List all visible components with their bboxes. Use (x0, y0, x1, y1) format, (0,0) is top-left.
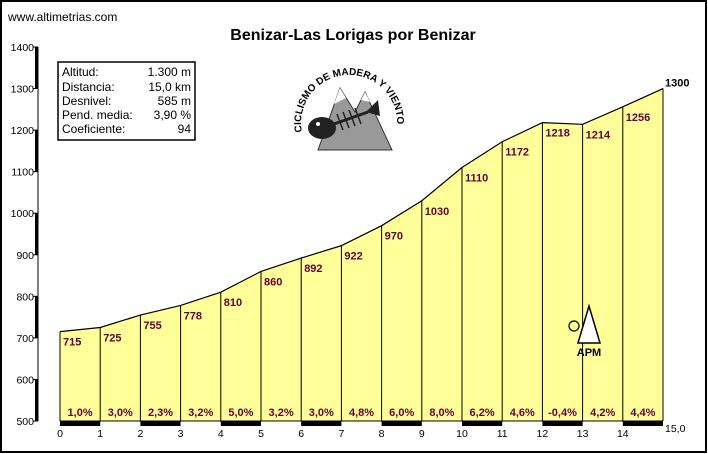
stats-box: Altitud: 1.300 m Distancia: 15,0 km Desn… (57, 61, 196, 141)
x-tick-label: 4 (218, 428, 224, 440)
x-axis-segment (462, 421, 503, 426)
elevation-label: 725 (103, 333, 121, 345)
gradient-label: 3,2% (269, 407, 294, 419)
y-axis-segment (35, 130, 38, 172)
stat-label-distancia: Distancia: (62, 80, 115, 94)
y-axis-segment (35, 213, 38, 255)
elevation-label: 778 (184, 310, 202, 322)
gradient-label: 4,6% (510, 407, 535, 419)
gradient-label: 4,2% (590, 407, 615, 419)
y-axis: 500 600 700 800 900 1000 1100 1200 1300 1400 (11, 42, 39, 428)
elevation-label: 1218 (545, 128, 569, 140)
summit-label: 1300 (665, 78, 689, 90)
fish-icon (308, 100, 380, 139)
elevation-label: 1214 (586, 129, 611, 141)
stat-value-pend-media: 3,90 % (154, 108, 192, 122)
profile-fill (60, 88, 663, 422)
elevation-label: 1172 (505, 147, 529, 159)
gradient-labels: 1,0% 3,0% 2,3% 3,2% 5,0% 3,2% 3,0% 4,8% 6,0% 8,0%… (68, 407, 656, 419)
x-tick-label: 5 (258, 428, 264, 440)
x-tick-label: 14 (617, 428, 629, 440)
cyclist-icon (568, 320, 580, 332)
elevation-label: 860 (264, 276, 282, 288)
x-tick-label: 0 (57, 428, 63, 440)
x-tick-label: 1 (97, 428, 103, 440)
elevation-label: 970 (385, 231, 403, 243)
x-axis-segment (622, 421, 663, 426)
x-tick-label: 13 (577, 428, 589, 440)
y-tick-label: 1400 (11, 42, 35, 54)
elevation-label: 1256 (626, 112, 650, 124)
x-tick-label: 9 (419, 428, 425, 440)
gradient-label: 8,0% (429, 407, 454, 419)
stat-value-coeficiente: 94 (178, 122, 192, 136)
x-tick-label: 11 (497, 428, 508, 440)
elevation-label: 922 (344, 251, 362, 263)
x-axis-segment (140, 421, 181, 426)
x-axis-segment (220, 421, 261, 426)
profile-line (59, 88, 664, 333)
y-axis-segment (35, 296, 38, 338)
elevation-label: 715 (63, 337, 81, 349)
elevation-label: 755 (143, 320, 161, 332)
y-tick-label: 500 (16, 416, 34, 428)
stat-label-pend-media: Pend. media: (62, 108, 133, 122)
x-tick-label: 10 (456, 428, 468, 440)
profile-area (59, 88, 664, 422)
stat-label-altitud: Altitud: (62, 65, 99, 79)
x-axis: 0 1 2 3 4 5 6 7 8 9 10 11 12 13 14 15,0 (57, 420, 686, 440)
gradient-label: 6,0% (389, 407, 414, 419)
elevation-label: 810 (224, 297, 242, 309)
apm-label: APM (577, 347, 601, 359)
apm-mountain-icon (576, 303, 602, 344)
y-tick-label: 1000 (11, 208, 35, 220)
stat-value-distancia: 15,0 km (148, 80, 191, 94)
elevation-label: 1030 (425, 206, 449, 218)
elevation-labels: 715 725 755 778 810 860 892 922 970 1030 1110 1172 1… (63, 78, 689, 349)
y-tick-label: 800 (16, 291, 34, 303)
gradient-label: 5,0% (228, 407, 253, 419)
gradient-label: 3,2% (188, 407, 213, 419)
stat-value-altitud: 1.300 m (148, 65, 191, 79)
y-tick-label: 700 (16, 333, 34, 345)
x-tick-label: 12 (537, 428, 549, 440)
x-tick-label: 3 (178, 428, 184, 440)
x-axis-segment (301, 421, 342, 426)
y-tick-label: 600 (16, 374, 34, 386)
site-url: www.altimetrias.com (7, 10, 117, 24)
x-axis-segment (60, 421, 101, 426)
y-axis-segment (35, 379, 38, 421)
stat-label-desnivel: Desnivel: (62, 94, 111, 108)
gradient-label: 3,0% (309, 407, 334, 419)
elevation-label: 892 (304, 263, 322, 275)
x-end-label: 15,0 (665, 423, 686, 435)
gradient-label: 3,0% (108, 407, 133, 419)
apm-logo: APM (568, 303, 602, 359)
gradient-label: 2,3% (148, 407, 173, 419)
gradient-label: -0,4% (548, 407, 577, 419)
chart-title: Benizar-Las Lorigas por Benizar (230, 27, 475, 44)
y-tick-label: 1200 (11, 125, 35, 137)
y-axis-segment (35, 47, 38, 89)
gradient-label: 6,2% (470, 407, 495, 419)
snow-peak-icon (334, 88, 370, 104)
elevation-label: 1110 (465, 173, 488, 185)
x-tick-label: 6 (298, 428, 304, 440)
y-tick-label: 900 (16, 250, 34, 262)
x-axis-segment (542, 421, 583, 426)
gradient-label: 4,8% (349, 407, 374, 419)
gradient-label: 4,4% (630, 407, 655, 419)
stat-label-coeficiente: Coeficiente: (62, 122, 125, 136)
x-axis-segment (381, 421, 422, 426)
gradient-label: 1,0% (68, 407, 93, 419)
y-tick-label: 1100 (11, 167, 34, 179)
x-tick-label: 7 (338, 428, 344, 440)
stat-value-desnivel: 585 m (158, 94, 191, 108)
x-tick-label: 2 (137, 428, 143, 440)
y-tick-label: 1300 (11, 84, 35, 96)
x-tick-label: 8 (379, 428, 385, 440)
